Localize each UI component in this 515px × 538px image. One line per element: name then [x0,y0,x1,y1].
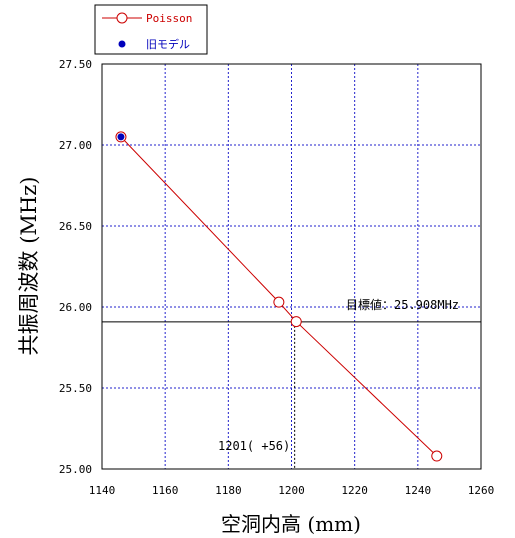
y-tick-label: 25.50 [59,382,92,395]
x-tick-label: 1140 [89,484,116,497]
plot-frame [101,63,482,470]
legend-marker-poisson [116,12,128,24]
x-tick-label: 1200 [278,484,305,497]
y-tick-label: 27.00 [59,139,92,152]
y-tick-label: 25.00 [59,463,92,476]
data-point-poisson [290,316,302,328]
x-tick-label: 1180 [215,484,242,497]
data-point-poisson [273,296,285,308]
legend-label-old-model: 旧モデル [146,37,190,51]
y-axis-label: 共振周波数 (MHz) [17,177,41,356]
data-point-old-model [117,133,125,141]
legend-marker-old-model [118,40,126,48]
y-tick-labels: 25.00 25.50 26.00 26.50 27.00 27.50 [59,58,92,476]
x-tick-label: 1220 [341,484,368,497]
legend-box [94,4,208,55]
legend-label-poisson: Poisson [146,12,192,25]
series-group [115,131,443,462]
x-axis-label: 空洞内高 (mm) [221,512,361,536]
grid [102,64,481,469]
series-line-poisson [120,136,438,457]
reference-lines [102,321,481,469]
y-tick-label: 27.50 [59,58,92,71]
x-tick-label: 1160 [152,484,179,497]
y-tick-label: 26.50 [59,220,92,233]
target-value-label: 目標値：25.908MHz [346,297,459,312]
x-tick-labels: 1140 1160 1180 1200 1220 1240 1260 [89,484,495,497]
drop-value-label: 1201( +56) [218,439,290,453]
legend: Poisson 旧モデル [94,4,208,55]
data-point-poisson [431,450,443,462]
x-tick-label: 1260 [468,484,495,497]
y-tick-label: 26.00 [59,301,92,314]
x-tick-label: 1240 [405,484,432,497]
